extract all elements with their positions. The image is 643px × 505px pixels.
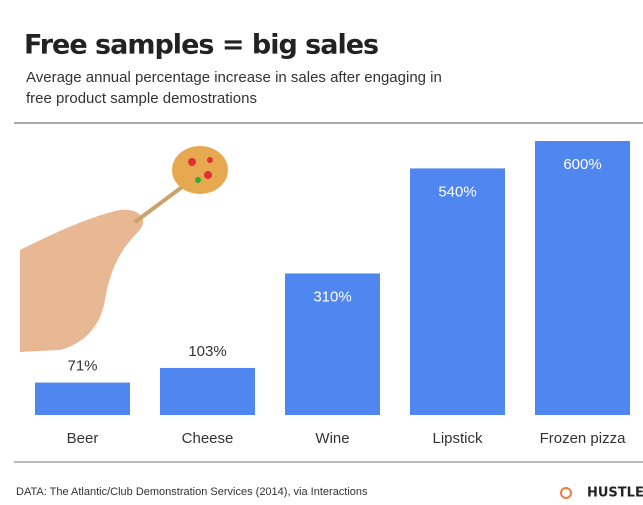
subtitle: free product sample demostrations (26, 90, 257, 107)
bar (35, 383, 130, 415)
x-tick-label: Cheese (182, 430, 234, 447)
value-label: 310% (313, 288, 351, 305)
subtitle: Average annual percentage increase in sa… (26, 69, 442, 86)
value-label: 600% (563, 156, 601, 173)
source: DATA: The Atlantic/Club Demonstration Se… (16, 486, 368, 498)
value-label: 71% (67, 358, 97, 375)
chart-title: Free samples = big sales (24, 30, 378, 61)
bar (535, 141, 630, 415)
value-label: 540% (438, 183, 476, 200)
x-tick-label: Beer (67, 430, 99, 447)
value-label: 103% (188, 343, 226, 360)
x-tick-label: Wine (315, 430, 349, 447)
x-tick-label: Frozen pizza (540, 430, 627, 447)
bar (410, 168, 505, 415)
bar (160, 368, 255, 415)
brand: HUSTLE (587, 486, 643, 501)
x-tick-label: Lipstick (432, 430, 483, 447)
chart: Free samples = big sales Average annual … (0, 0, 643, 505)
